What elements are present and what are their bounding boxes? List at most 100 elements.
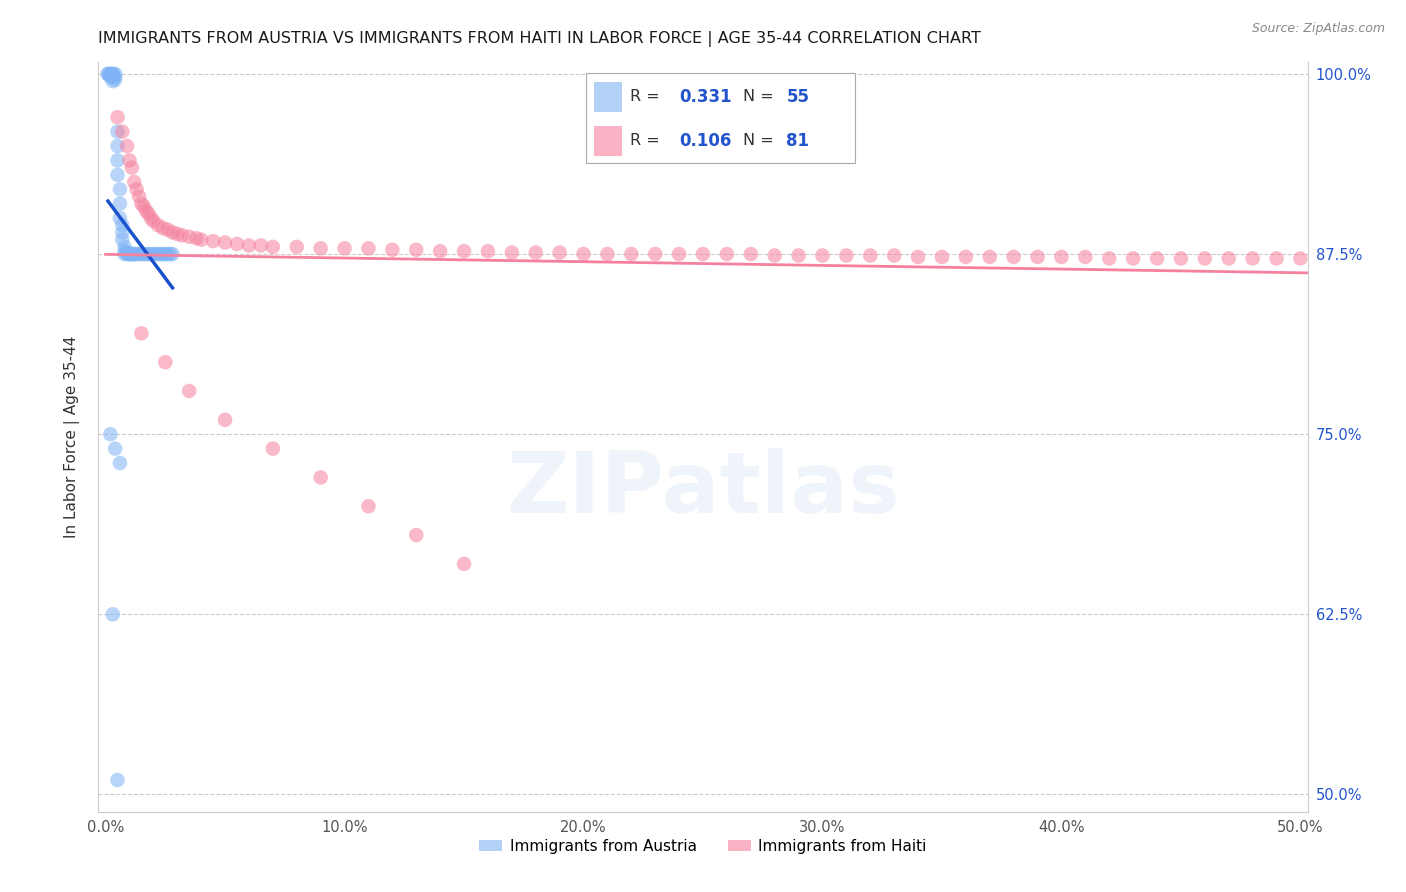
Point bbox=[214, 235, 236, 250]
Text: IMMIGRANTS FROM AUSTRIA VS IMMIGRANTS FROM HAITI IN LABOR FORCE | AGE 35-44 CORR: IMMIGRANTS FROM AUSTRIA VS IMMIGRANTS FR… bbox=[98, 31, 981, 47]
Point bbox=[142, 214, 165, 228]
Point bbox=[309, 241, 332, 255]
Point bbox=[250, 238, 273, 252]
Point bbox=[114, 244, 136, 259]
Point bbox=[668, 247, 690, 261]
Point bbox=[135, 247, 157, 261]
Point bbox=[114, 247, 136, 261]
Point bbox=[111, 233, 134, 247]
Point bbox=[115, 139, 138, 153]
Point bbox=[98, 70, 121, 84]
Point bbox=[118, 247, 141, 261]
Point bbox=[309, 470, 332, 484]
Y-axis label: In Labor Force | Age 35-44: In Labor Force | Age 35-44 bbox=[63, 336, 80, 538]
Point bbox=[138, 207, 160, 221]
Point bbox=[118, 247, 141, 261]
Point bbox=[122, 247, 145, 261]
FancyBboxPatch shape bbox=[595, 126, 621, 156]
Point bbox=[1289, 252, 1312, 266]
Point bbox=[162, 247, 184, 261]
Point bbox=[108, 456, 131, 470]
Point bbox=[98, 427, 121, 442]
Point bbox=[162, 226, 184, 240]
Point bbox=[955, 250, 977, 264]
Point bbox=[107, 110, 129, 124]
Point bbox=[333, 241, 356, 255]
Point bbox=[1122, 252, 1144, 266]
Point bbox=[107, 772, 129, 787]
Point bbox=[114, 240, 136, 254]
Point bbox=[139, 247, 162, 261]
Point bbox=[1074, 250, 1097, 264]
Point bbox=[101, 607, 124, 622]
Point bbox=[979, 250, 1001, 264]
Point bbox=[166, 227, 188, 241]
Point bbox=[381, 243, 404, 257]
Point bbox=[145, 247, 167, 261]
Point bbox=[104, 442, 127, 456]
Point bbox=[357, 500, 380, 514]
Point bbox=[262, 442, 284, 456]
Point bbox=[1170, 252, 1192, 266]
Point bbox=[285, 240, 308, 254]
Point bbox=[152, 247, 174, 261]
Point bbox=[122, 175, 145, 189]
Point bbox=[118, 247, 141, 261]
Point bbox=[152, 221, 174, 235]
Point bbox=[1265, 252, 1288, 266]
Point bbox=[262, 240, 284, 254]
Point bbox=[146, 247, 169, 261]
Text: N =: N = bbox=[742, 89, 779, 104]
Point bbox=[107, 139, 129, 153]
Point bbox=[108, 182, 131, 196]
Point bbox=[101, 67, 124, 81]
Point bbox=[128, 189, 150, 203]
Point bbox=[138, 247, 160, 261]
Point bbox=[159, 247, 181, 261]
Point bbox=[596, 247, 619, 261]
Point bbox=[97, 67, 120, 81]
Point bbox=[1218, 252, 1240, 266]
Point bbox=[101, 67, 124, 81]
Point bbox=[357, 241, 380, 255]
Point bbox=[156, 222, 179, 236]
Point bbox=[131, 247, 153, 261]
Point bbox=[111, 219, 134, 233]
Text: R =: R = bbox=[630, 89, 665, 104]
Point bbox=[405, 528, 427, 542]
Point bbox=[142, 247, 165, 261]
Text: 0.106: 0.106 bbox=[679, 132, 733, 150]
Point bbox=[429, 244, 451, 259]
Point bbox=[1098, 252, 1121, 266]
Point bbox=[1146, 252, 1168, 266]
Point bbox=[104, 67, 127, 81]
Point bbox=[620, 247, 643, 261]
Point bbox=[179, 384, 201, 398]
Point bbox=[128, 247, 150, 261]
Text: N =: N = bbox=[742, 133, 779, 148]
Point bbox=[101, 74, 124, 88]
Point bbox=[125, 247, 148, 261]
Point bbox=[644, 247, 666, 261]
Point bbox=[202, 234, 225, 248]
Point bbox=[692, 247, 714, 261]
Point bbox=[763, 248, 786, 262]
Point bbox=[477, 244, 499, 259]
Point bbox=[104, 72, 127, 87]
Point bbox=[104, 70, 127, 84]
Point bbox=[226, 237, 249, 252]
Point bbox=[121, 161, 143, 175]
Point bbox=[108, 211, 131, 225]
Point bbox=[156, 247, 179, 261]
Text: Source: ZipAtlas.com: Source: ZipAtlas.com bbox=[1251, 22, 1385, 36]
Point bbox=[572, 247, 595, 261]
Point bbox=[548, 245, 571, 260]
Point bbox=[1194, 252, 1216, 266]
Text: 81: 81 bbox=[786, 132, 810, 150]
Point bbox=[907, 250, 929, 264]
Point bbox=[121, 247, 143, 261]
Point bbox=[811, 248, 834, 262]
Point bbox=[108, 196, 131, 211]
Point bbox=[101, 70, 124, 84]
FancyBboxPatch shape bbox=[586, 73, 855, 163]
